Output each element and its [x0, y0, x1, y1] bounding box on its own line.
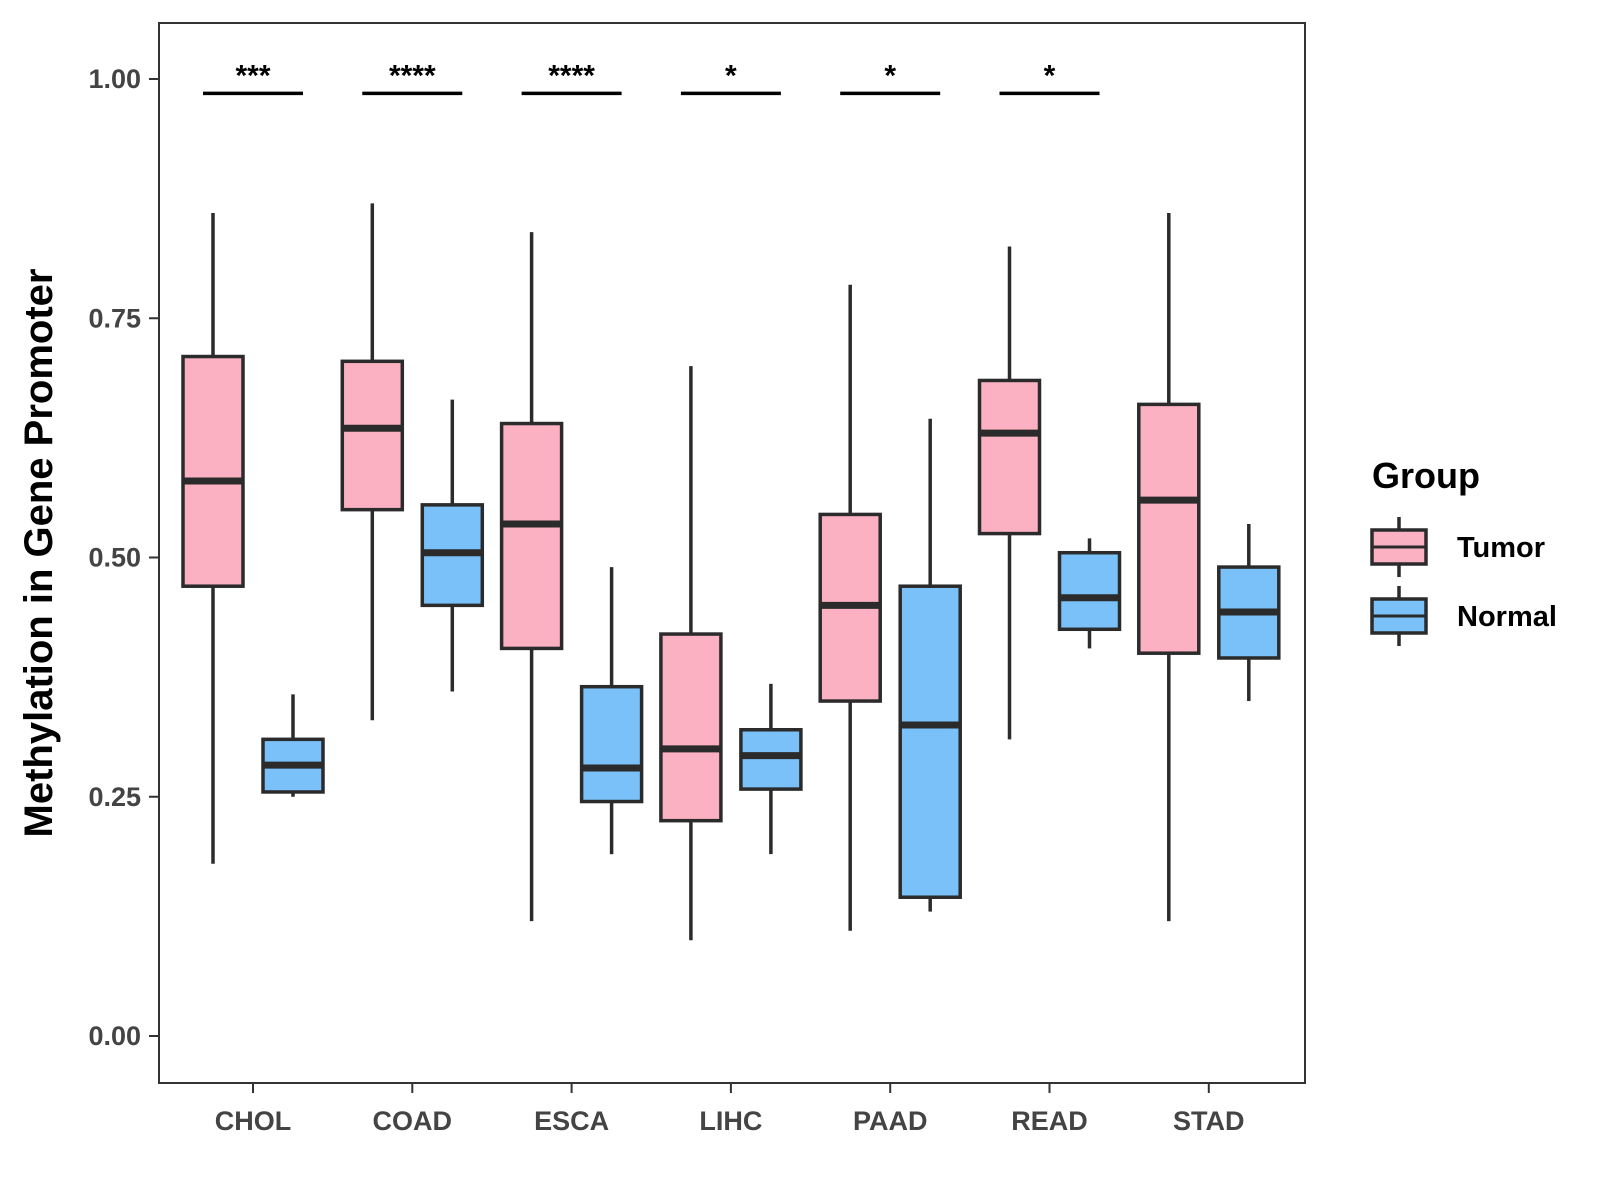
significance-label: **** — [548, 59, 595, 92]
significance-coad: **** — [362, 59, 463, 96]
box-iqr — [739, 728, 803, 791]
box-iqr — [499, 421, 564, 651]
x-tick-label: LIHC — [699, 1106, 762, 1136]
box-normal-chol — [261, 694, 325, 797]
legend-label: Normal — [1457, 601, 1557, 633]
box-normal-esca — [579, 567, 644, 855]
box-tumor-lihc — [659, 366, 723, 941]
x-tick-label: CHOL — [215, 1106, 292, 1136]
legend-label: Tumor — [1457, 532, 1545, 564]
box-iqr — [898, 584, 962, 899]
legend: Tumor Normal — [1370, 517, 1557, 646]
box-iqr — [579, 684, 644, 804]
box-normal-coad — [420, 399, 485, 692]
plot-area: *** **** **** * * * — [181, 59, 1281, 941]
significance-paad: * — [840, 59, 941, 96]
box-iqr — [977, 378, 1042, 536]
box-tumor-paad — [818, 284, 882, 931]
box-tumor-read — [977, 246, 1042, 740]
significance-label: **** — [389, 59, 436, 92]
y-axis-title: Methylation in Gene Promoter — [17, 269, 61, 838]
box-tumor-coad — [340, 203, 405, 721]
box-iqr — [659, 632, 723, 823]
legend-item-tumor: Tumor — [1370, 517, 1545, 577]
y-tick-label: 0.50 — [88, 543, 141, 573]
x-tick-label: PAAD — [853, 1106, 928, 1136]
axes: 0.00 0.25 0.50 0.75 1.00 CHOL COAD ESCA LIHC PAAD… — [88, 64, 1244, 1136]
legend-item-normal: Normal — [1370, 586, 1557, 646]
plot-border — [158, 22, 1306, 1084]
significance-label: * — [1044, 59, 1056, 92]
box-iqr — [1137, 402, 1201, 655]
box-normal-lihc — [739, 683, 803, 855]
y-tick-label: 0.25 — [88, 782, 141, 812]
box-tumor-esca — [499, 232, 564, 922]
significance-chol: *** — [203, 59, 303, 96]
box-normal-stad — [1217, 524, 1281, 702]
box-iqr — [181, 354, 245, 588]
box-normal-read — [1057, 538, 1122, 649]
significance-lihc: * — [680, 59, 781, 96]
box-normal-paad — [898, 418, 962, 912]
significance-label: * — [725, 59, 737, 92]
box-tumor-stad — [1137, 212, 1201, 922]
significance-label: * — [884, 59, 896, 92]
significance-label: *** — [235, 59, 270, 92]
significance-esca: **** — [521, 59, 622, 96]
box-tumor-chol — [181, 212, 245, 864]
significance-read: * — [999, 59, 1100, 96]
y-tick-label: 0.00 — [88, 1021, 141, 1051]
x-tick-label: STAD — [1173, 1106, 1245, 1136]
legend-title: Group — [1372, 455, 1480, 496]
y-tick-label: 1.00 — [88, 64, 141, 94]
x-tick-label: READ — [1011, 1106, 1088, 1136]
box-iqr — [1057, 550, 1122, 632]
x-tick-label: COAD — [373, 1106, 453, 1136]
x-tick-label: ESCA — [534, 1106, 609, 1136]
box-iqr — [340, 359, 405, 512]
y-tick-label: 0.75 — [88, 303, 141, 333]
